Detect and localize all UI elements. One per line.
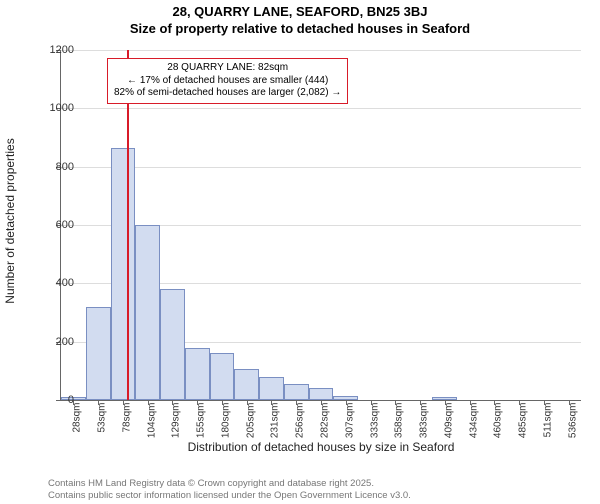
x-tick-label: 129sqm bbox=[171, 403, 182, 439]
histogram-bar bbox=[111, 148, 136, 400]
x-axis-title: Distribution of detached houses by size … bbox=[188, 440, 455, 454]
x-tick-label: 180sqm bbox=[220, 403, 231, 439]
annotation-line: 28 QUARRY LANE: 82sqm bbox=[114, 62, 341, 75]
plot-area: Distribution of detached houses by size … bbox=[60, 50, 581, 401]
gridline bbox=[61, 50, 581, 51]
x-tick-label: 282sqm bbox=[320, 403, 331, 439]
histogram-bar bbox=[309, 388, 334, 400]
histogram-bar bbox=[284, 384, 309, 400]
x-tick-label: 409sqm bbox=[443, 403, 454, 439]
histogram-bar bbox=[160, 289, 185, 400]
x-tick-label: 511sqm bbox=[542, 403, 553, 438]
x-tick-label: 383sqm bbox=[419, 403, 430, 439]
x-tick-label: 434sqm bbox=[468, 403, 479, 439]
y-axis-title: Number of detached properties bbox=[3, 138, 17, 303]
footer-line-2: Contains public sector information licen… bbox=[48, 490, 411, 502]
chart-container: Number of detached properties Distributi… bbox=[0, 46, 600, 454]
x-tick-label: 485sqm bbox=[518, 403, 529, 439]
x-tick-label: 256sqm bbox=[295, 403, 306, 439]
x-tick-label: 104sqm bbox=[146, 403, 157, 439]
histogram-bar bbox=[135, 225, 160, 400]
y-tick-label: 1000 bbox=[44, 102, 74, 114]
histogram-bar bbox=[86, 307, 111, 400]
y-tick-label: 200 bbox=[44, 336, 74, 348]
x-tick-label: 205sqm bbox=[245, 403, 256, 439]
histogram-bar bbox=[259, 377, 284, 400]
x-tick-label: 78sqm bbox=[121, 403, 132, 433]
x-tick-label: 358sqm bbox=[394, 403, 405, 439]
histogram-bar bbox=[210, 353, 235, 400]
page-title: 28, QUARRY LANE, SEAFORD, BN25 3BJ bbox=[0, 4, 600, 19]
x-tick-label: 460sqm bbox=[493, 403, 504, 439]
y-tick-label: 400 bbox=[44, 277, 74, 289]
x-tick-label: 155sqm bbox=[196, 403, 207, 439]
gridline bbox=[61, 108, 581, 109]
x-tick-label: 28sqm bbox=[72, 403, 83, 433]
annotation-line: 82% of semi-detached houses are larger (… bbox=[114, 87, 341, 100]
y-tick-label: 0 bbox=[44, 394, 74, 406]
histogram-bar bbox=[185, 348, 210, 401]
y-tick-label: 800 bbox=[44, 161, 74, 173]
x-tick-label: 307sqm bbox=[344, 403, 355, 439]
y-tick-label: 1200 bbox=[44, 44, 74, 56]
x-tick-label: 536sqm bbox=[567, 403, 578, 439]
attribution-footer: Contains HM Land Registry data © Crown c… bbox=[48, 478, 411, 502]
x-tick-label: 231sqm bbox=[270, 403, 281, 439]
gridline bbox=[61, 167, 581, 168]
annotation-box: 28 QUARRY LANE: 82sqm← 17% of detached h… bbox=[107, 58, 348, 104]
x-tick-label: 53sqm bbox=[97, 403, 108, 433]
page-subtitle: Size of property relative to detached ho… bbox=[0, 21, 600, 36]
x-tick-label: 333sqm bbox=[369, 403, 380, 439]
y-tick-label: 600 bbox=[44, 219, 74, 231]
footer-line-1: Contains HM Land Registry data © Crown c… bbox=[48, 478, 411, 490]
histogram-bar bbox=[234, 369, 259, 400]
annotation-line: ← 17% of detached houses are smaller (44… bbox=[114, 75, 341, 88]
